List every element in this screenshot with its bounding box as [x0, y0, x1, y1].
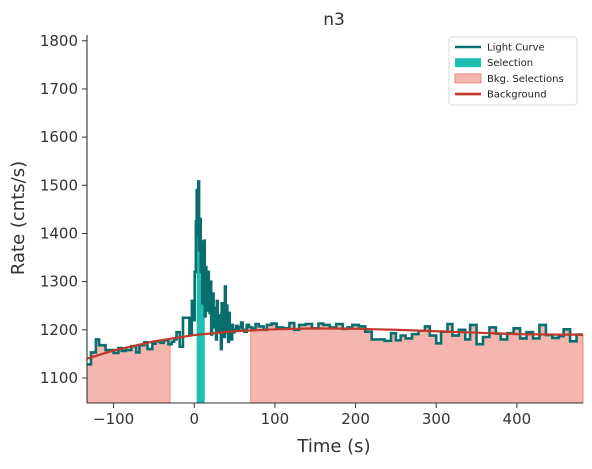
y-tick-label: 1200 [40, 321, 78, 339]
y-tick-label: 1500 [40, 176, 78, 194]
x-tick-label: 400 [503, 410, 532, 428]
legend: Light Curve Selection Bkg. Selections Backg… [448, 36, 578, 106]
chart-title: n3 [323, 10, 345, 30]
y-axis-label: Rate (cnts/s) [8, 161, 29, 275]
legend-label: Selection [487, 58, 533, 69]
y-tick-label: 1800 [40, 32, 78, 50]
bkg-selection-layer [86, 322, 584, 404]
legend-swatch-patch [455, 58, 481, 68]
x-tick-label: 100 [261, 410, 290, 428]
y-tick-label: 1100 [40, 369, 78, 387]
legend-box [448, 36, 578, 106]
y-tick-label: 1700 [40, 80, 78, 98]
legend-swatch-patch [454, 73, 482, 84]
legend-label: Background [487, 90, 547, 101]
y-tick-label: 1300 [40, 273, 78, 291]
background-fit-line [86, 327, 583, 360]
x-tick-label: 200 [341, 410, 370, 428]
x-tick-label: 300 [422, 410, 451, 428]
y-tick-label: 1600 [40, 128, 78, 146]
axes-layer: −100 0 100 200 300 400 1100 1200 1300 1400 1500 160… [40, 32, 583, 428]
legend-label: Bkg. Selections [487, 74, 564, 85]
y-tick-label: 1400 [40, 224, 78, 242]
light-curve-line [87, 180, 583, 366]
x-tick-label: −100 [93, 410, 134, 428]
background-fit-layer [86, 327, 583, 360]
x-tick-label: 0 [189, 410, 199, 428]
x-axis-label: Time (s) [296, 436, 370, 457]
light-curve-layer [87, 180, 583, 366]
legend-label: Light Curve [487, 43, 545, 54]
